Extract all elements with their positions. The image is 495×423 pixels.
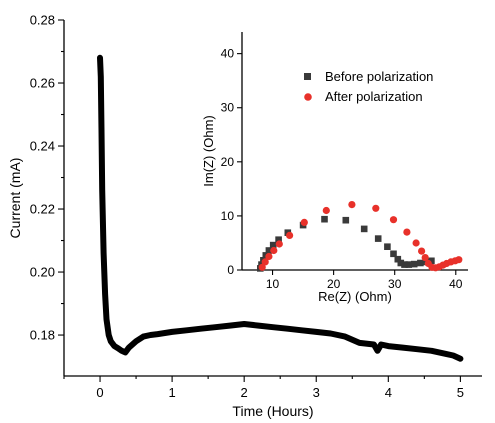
main-tick-labels: 0 1 2 3 4 5 0.18 0.20 0.22 0.24 0.26 0.28 [30,13,464,401]
inset-tick-labels: 10 20 30 40 0 10 20 30 40 [221,47,463,291]
after-polarization-point [258,263,266,271]
main-y-tick-label: 0.28 [30,13,55,28]
legend-label-after: After polarization [325,89,423,104]
after-polarization-point [403,228,411,236]
after-polarization-point [372,204,380,212]
before-polarization-point [410,260,418,268]
inset-y-axis-title: Im(Z) (Ohm) [201,115,216,186]
main-x-axis-title: Time (Hours) [232,403,313,419]
before-polarization-point [401,261,408,268]
main-y-tick-label: 0.18 [30,328,55,343]
main-x-tick-label: 0 [96,385,103,400]
main-ticks [58,19,461,382]
main-plot: 0 1 2 3 4 5 0.18 0.20 0.22 0.24 0.26 0.28 Time (Hou… [7,13,482,419]
inset-legend: Before polarization After polarization [304,69,433,104]
before-polarization-point [360,225,368,233]
inset-x-tick-label: 10 [266,277,280,291]
after-polarization-point [389,216,398,224]
before-polarization-point [321,215,328,223]
main-y-tick-label: 0.20 [30,265,55,280]
inset-x-tick-label: 30 [388,277,402,291]
inset-plot: 10 20 30 40 0 10 20 30 40 Re(Z) (Ohm) Im(Z) (Ohm… [201,32,468,304]
main-y-tick-label: 0.22 [30,202,55,217]
legend-marker-before [304,73,311,80]
after-polarization-point [286,231,294,239]
main-y-tick-label: 0.26 [30,76,55,91]
before-polarization-point [394,255,402,263]
before-polarization-point [390,250,397,258]
before-polarization-point [428,257,435,265]
before-polarization-point [374,235,382,242]
after-polarization-point [322,206,330,215]
inset-x-axis-title: Re(Z) (Ohm) [318,289,392,304]
before-polarization-point [417,259,424,267]
legend-marker-after [304,93,312,101]
before-polarization-point [405,261,413,268]
inset-x-tick-label: 40 [449,277,463,291]
after-polarization-point [418,247,426,255]
main-x-tick-label: 1 [168,385,175,400]
inset-y-tick-label: 20 [221,155,235,169]
inset-background [242,32,468,272]
inset-y-tick-label: 10 [221,209,235,223]
main-y-axis-title: Current (mA) [7,158,23,239]
inset-y-tick-label: 40 [221,47,235,61]
inset-series [257,201,463,272]
after-polarization-point [412,239,420,247]
inset-y-tick-label: 0 [227,263,234,277]
after-polarization-point [421,254,429,262]
before-polarization-point [342,216,350,224]
before-polarization-point [265,247,273,254]
after-polarization-point [270,246,278,255]
after-polarization-point [275,240,283,248]
after-polarization-point [348,201,356,209]
after-polarization-point [300,218,308,226]
current-series-line [97,54,464,362]
before-polarization-point [397,259,405,267]
main-y-tick-label: 0.24 [30,139,55,154]
main-x-tick-label: 2 [241,385,248,400]
after-polarization-point [261,258,269,266]
inset-x-tick-label: 20 [327,277,341,291]
before-polarization-point [269,241,277,249]
inset-ticks [237,53,457,275]
main-x-tick-label: 4 [385,385,392,400]
inset-y-tick-label: 30 [221,101,235,115]
before-polarization-point [384,243,391,250]
main-x-tick-label: 3 [313,385,320,400]
before-polarization-point [275,236,282,243]
legend-label-before: Before polarization [325,69,433,84]
main-series [97,54,464,362]
after-polarization-point [265,252,273,261]
main-x-tick-label: 5 [457,385,464,400]
after-polarization-point [455,256,463,264]
